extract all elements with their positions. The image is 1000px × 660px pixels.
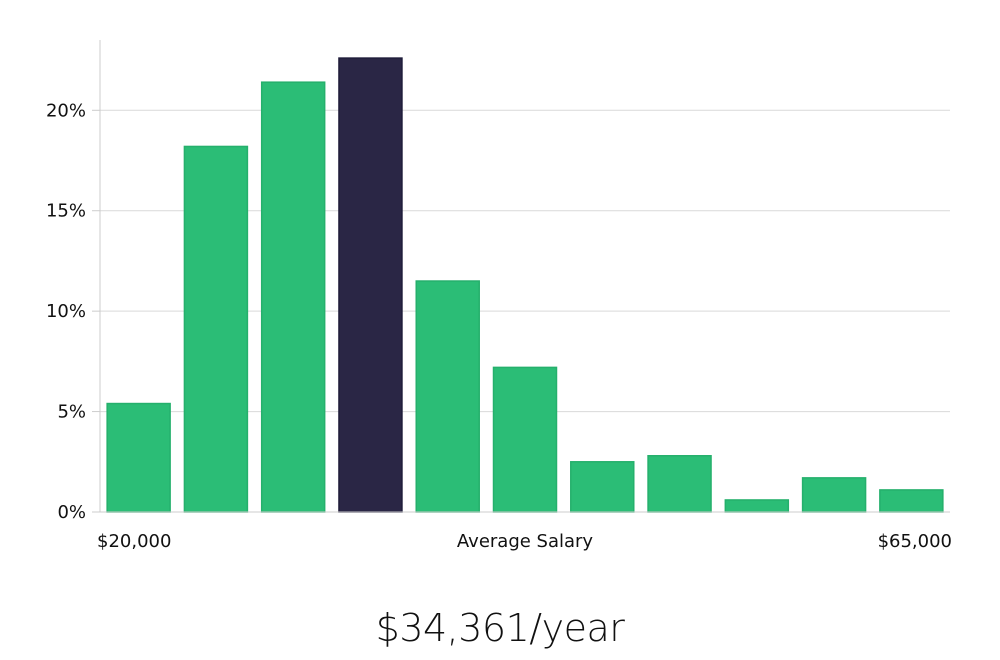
- x-end-label: $65,000: [878, 531, 952, 552]
- bar: [724, 499, 790, 513]
- x-axis-title: Average Salary: [457, 531, 594, 552]
- bar: [106, 402, 171, 513]
- bar: [570, 461, 635, 513]
- bar: [801, 477, 867, 513]
- y-tick-label: 10%: [46, 301, 86, 322]
- y-axis-ticks: 0% 5% 10% 15% 20%: [46, 100, 100, 523]
- bar: [492, 366, 558, 513]
- y-tick-label: 20%: [46, 100, 86, 121]
- y-tick-label: 5%: [57, 402, 86, 423]
- y-tick-label: 15%: [46, 201, 86, 222]
- bar-highlighted: [338, 57, 403, 513]
- bar: [879, 489, 944, 513]
- y-tick-label: 0%: [57, 502, 86, 523]
- x-start-label: $20,000: [97, 531, 171, 552]
- bar: [647, 455, 712, 513]
- average-salary-figure: $34,361/year: [375, 606, 625, 650]
- bar: [260, 81, 326, 513]
- bar: [183, 145, 249, 513]
- bars: [106, 57, 944, 513]
- bar: [415, 280, 480, 513]
- salary-histogram: 0% 5% 10% 15% 20% $20,000 Average Salary $65…: [46, 40, 952, 552]
